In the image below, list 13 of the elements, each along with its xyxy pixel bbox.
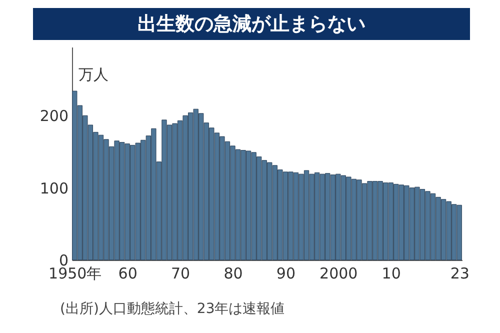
x-tick-label: 70 bbox=[170, 264, 190, 282]
text: (出所)人口動態統計、23年は速報値 bbox=[60, 300, 285, 318]
y-tick-label: 200 bbox=[40, 107, 68, 126]
x-tick-label: 60 bbox=[118, 264, 138, 282]
y-tick-label: 100 bbox=[40, 179, 68, 198]
x-tick-label: 80 bbox=[224, 264, 243, 282]
chart-title: 出生数の急減が止まらない bbox=[33, 8, 470, 40]
y-axis-title: 万人 bbox=[78, 66, 108, 84]
x-tick-label: 23 bbox=[450, 264, 470, 282]
x-tick-label: 1950年 bbox=[48, 264, 102, 282]
x-tick-label: 90 bbox=[276, 264, 296, 282]
x-tick-label: 2000 bbox=[320, 264, 358, 282]
x-tick-label: 10 bbox=[382, 264, 401, 282]
